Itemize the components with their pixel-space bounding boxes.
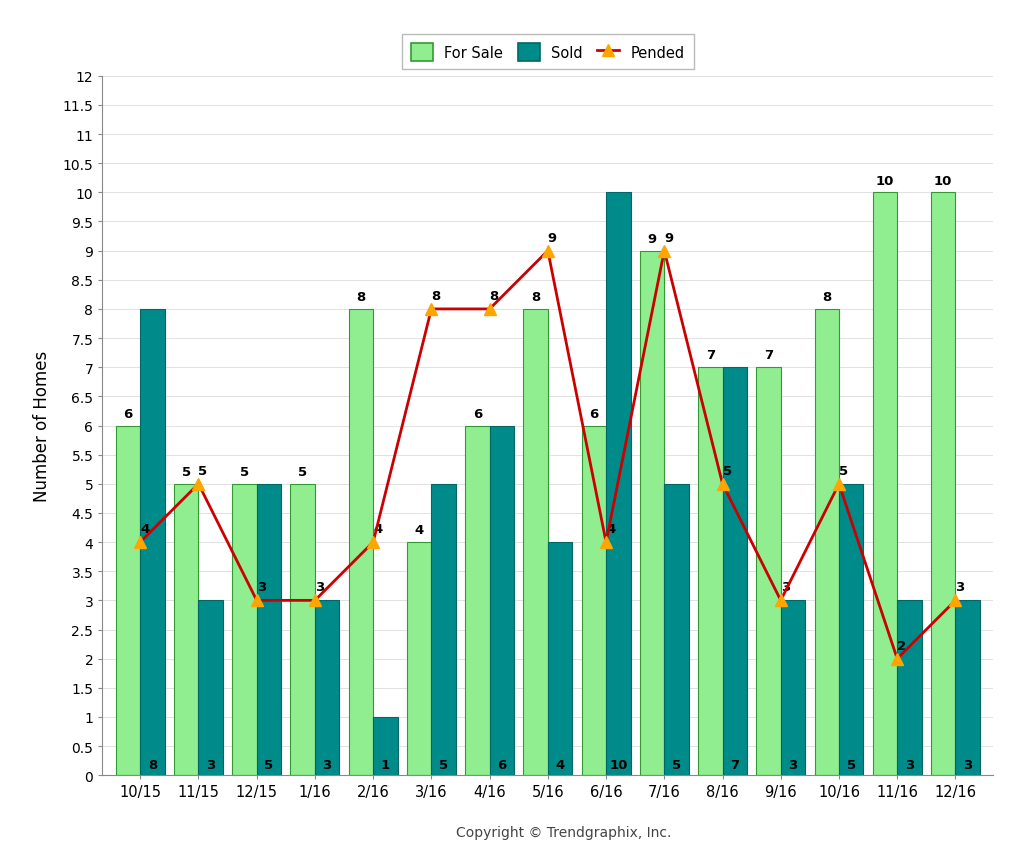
Bar bbox=[814, 309, 839, 775]
Bar bbox=[757, 368, 780, 775]
Text: 4: 4 bbox=[140, 522, 150, 535]
Text: 3: 3 bbox=[780, 581, 790, 594]
Text: 8: 8 bbox=[147, 757, 157, 771]
Text: 8: 8 bbox=[531, 291, 541, 304]
Bar bbox=[698, 368, 723, 775]
Bar bbox=[431, 484, 456, 775]
Text: 7: 7 bbox=[706, 349, 715, 362]
Bar bbox=[523, 309, 548, 775]
Text: 3: 3 bbox=[315, 581, 325, 594]
Text: 3: 3 bbox=[905, 757, 914, 771]
Bar bbox=[315, 601, 339, 775]
Bar bbox=[116, 426, 140, 775]
Text: 1: 1 bbox=[381, 757, 390, 771]
Bar bbox=[489, 426, 514, 775]
Text: 5: 5 bbox=[199, 464, 208, 477]
Text: 9: 9 bbox=[548, 232, 557, 245]
Bar bbox=[606, 193, 631, 775]
Bar bbox=[140, 309, 165, 775]
Text: 9: 9 bbox=[647, 233, 656, 245]
Text: 8: 8 bbox=[356, 291, 366, 304]
Y-axis label: Number of Homes: Number of Homes bbox=[34, 350, 51, 502]
Text: 8: 8 bbox=[489, 290, 499, 302]
Bar bbox=[780, 601, 805, 775]
Bar bbox=[955, 601, 980, 775]
Bar bbox=[291, 484, 315, 775]
Text: 6: 6 bbox=[124, 407, 133, 420]
Text: 5: 5 bbox=[847, 757, 856, 771]
Text: 3: 3 bbox=[955, 581, 965, 594]
Bar bbox=[640, 251, 665, 775]
Bar bbox=[257, 484, 282, 775]
Bar bbox=[465, 426, 489, 775]
Text: 8: 8 bbox=[431, 290, 440, 302]
Text: 5: 5 bbox=[298, 465, 307, 479]
Bar bbox=[839, 484, 863, 775]
Text: 4: 4 bbox=[555, 757, 564, 771]
Bar bbox=[931, 193, 955, 775]
Legend: For Sale, Sold, Pended: For Sale, Sold, Pended bbox=[401, 35, 694, 71]
Bar bbox=[723, 368, 746, 775]
Text: 4: 4 bbox=[606, 522, 615, 535]
Bar bbox=[373, 717, 397, 775]
Bar bbox=[199, 601, 223, 775]
Text: 8: 8 bbox=[822, 291, 831, 304]
Text: 4: 4 bbox=[373, 522, 382, 535]
Text: 6: 6 bbox=[589, 407, 598, 420]
Bar bbox=[407, 543, 431, 775]
Text: 5: 5 bbox=[672, 757, 681, 771]
Text: 3: 3 bbox=[206, 757, 215, 771]
Bar bbox=[872, 193, 897, 775]
Text: 3: 3 bbox=[257, 581, 266, 594]
Text: 5: 5 bbox=[723, 464, 731, 477]
Text: 10: 10 bbox=[876, 175, 894, 187]
Text: 10: 10 bbox=[609, 757, 628, 771]
Text: 3: 3 bbox=[323, 757, 332, 771]
Text: 4: 4 bbox=[415, 524, 424, 537]
Bar bbox=[665, 484, 689, 775]
Bar bbox=[232, 484, 257, 775]
Bar bbox=[897, 601, 922, 775]
Bar bbox=[174, 484, 199, 775]
Text: 5: 5 bbox=[264, 757, 273, 771]
Text: 6: 6 bbox=[498, 757, 507, 771]
Text: 3: 3 bbox=[788, 757, 798, 771]
Text: Copyright © Trendgraphix, Inc.: Copyright © Trendgraphix, Inc. bbox=[456, 826, 671, 839]
Text: 10: 10 bbox=[934, 175, 952, 187]
Bar bbox=[349, 309, 373, 775]
Text: 5: 5 bbox=[181, 465, 190, 479]
Text: 2: 2 bbox=[897, 639, 906, 652]
Text: 3: 3 bbox=[963, 757, 972, 771]
Text: 5: 5 bbox=[240, 465, 249, 479]
Text: 5: 5 bbox=[439, 757, 449, 771]
Bar bbox=[582, 426, 606, 775]
Text: 6: 6 bbox=[473, 407, 482, 420]
Bar bbox=[548, 543, 572, 775]
Text: 5: 5 bbox=[839, 464, 848, 477]
Text: 7: 7 bbox=[730, 757, 739, 771]
Text: 7: 7 bbox=[764, 349, 773, 362]
Text: 9: 9 bbox=[665, 232, 674, 245]
